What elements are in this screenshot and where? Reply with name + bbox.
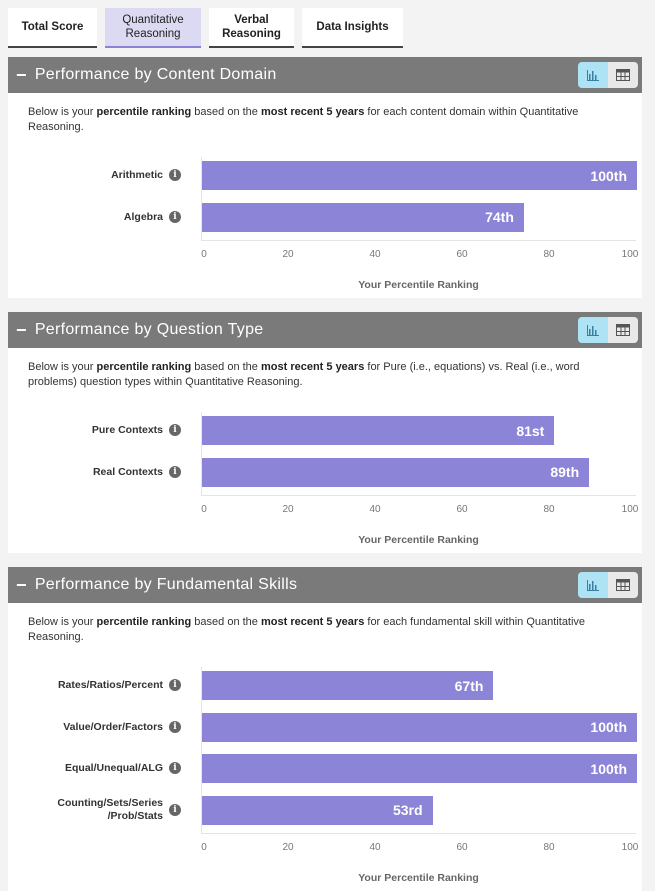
info-icon[interactable]: i [169, 465, 181, 478]
section-description: Below is your percentile ranking based o… [8, 348, 642, 402]
x-tick-label: 20 [282, 249, 294, 260]
info-icon[interactable]: i [169, 720, 181, 733]
x-tick-label: 60 [456, 249, 468, 260]
bar-chart-icon[interactable] [578, 317, 608, 343]
section-header: − Performance by Content Domain [8, 57, 642, 93]
x-tick-label: 0 [201, 249, 207, 260]
score-tabs: Total Score Quantitative Reasoning Verba… [8, 8, 403, 48]
section-description: Below is your percentile ranking based o… [8, 93, 642, 147]
x-tick-label: 80 [543, 842, 555, 853]
description-text: based on the [191, 616, 261, 628]
minus-icon[interactable]: − [16, 574, 27, 595]
tab-total-score[interactable]: Total Score [8, 8, 97, 48]
category-label: Value/Order/Factors [63, 720, 163, 733]
emphasis-text: most recent 5 years [260, 106, 365, 118]
x-tick-label: 0 [201, 504, 207, 515]
x-tick-label: 40 [369, 842, 381, 853]
x-axis-title: Your Percentile Ranking [358, 279, 479, 291]
tab-quantitative-reasoning[interactable]: Quantitative Reasoning [105, 8, 201, 48]
x-tick-label: 80 [543, 504, 555, 515]
section-title: − Performance by Fundamental Skills [16, 575, 297, 596]
tab-verbal-reasoning[interactable]: Verbal Reasoning [209, 8, 294, 48]
table-grid-icon[interactable] [608, 62, 638, 88]
x-tick-label: 40 [369, 249, 381, 260]
x-tick-label: 0 [201, 842, 207, 853]
chart-section: − Performance by Content Domain Below is y… [8, 57, 642, 298]
section-header: − Performance by Question Type [8, 312, 642, 348]
plot-area: 81st 89th [201, 412, 636, 496]
category-label: Real Contexts [92, 465, 163, 478]
bar[interactable]: 89th [202, 457, 590, 487]
info-icon[interactable]: i [169, 803, 181, 816]
emphasis-text: percentile ranking [96, 361, 192, 373]
description-text: Below is your [28, 361, 97, 373]
x-tick-label: 60 [456, 842, 468, 853]
table-grid-icon[interactable] [608, 317, 638, 343]
emphasis-text: percentile ranking [96, 616, 192, 628]
minus-icon[interactable]: − [16, 319, 27, 340]
bar[interactable]: 100th [202, 754, 637, 783]
info-icon[interactable]: i [169, 424, 181, 436]
description-text: based on the [191, 106, 261, 118]
description-text: based on the [191, 361, 261, 373]
info-icon[interactable]: i [169, 679, 181, 691]
x-tick-label: 100 [621, 504, 639, 515]
info-icon[interactable]: i [169, 210, 181, 223]
section-description: Below is your percentile ranking based o… [8, 603, 642, 657]
view-toggle [578, 317, 638, 343]
info-icon[interactable]: i [169, 762, 181, 774]
x-axis-title: Your Percentile Ranking [358, 872, 479, 884]
section-title-text: Performance by Content Domain [34, 66, 277, 83]
x-tick-label: 40 [369, 504, 381, 515]
emphasis-text: percentile ranking [96, 106, 192, 118]
view-toggle [578, 572, 638, 598]
x-tick-label: 100 [621, 842, 639, 853]
description-text: for each content domain within Quantitat… [28, 106, 579, 133]
category-label: Counting/Sets/Series /Prob/Stats [57, 797, 163, 822]
view-toggle [578, 62, 638, 88]
section-title: − Performance by Content Domain [16, 65, 277, 86]
plot-area: 100th 74th [201, 157, 637, 241]
bar[interactable]: 100th [202, 712, 637, 742]
emphasis-text: most recent 5 years [260, 616, 365, 628]
section-header: − Performance by Fundamental Skills [8, 567, 642, 603]
x-tick-label: 100 [621, 249, 639, 260]
minus-icon[interactable]: − [16, 64, 27, 85]
tab-data-insights[interactable]: Data Insights [302, 8, 403, 48]
bar[interactable]: 81st [202, 416, 555, 445]
bar[interactable]: 53rd [202, 795, 433, 825]
bar-chart-icon[interactable] [578, 62, 608, 88]
section-title-text: Performance by Fundamental Skills [34, 576, 298, 593]
category-label: Rates/Ratios/Percent [57, 679, 163, 691]
x-tick-label: 20 [282, 842, 294, 853]
chart-section: − Performance by Fundamental Skills Below … [8, 567, 642, 891]
info-icon[interactable]: i [169, 169, 181, 181]
category-label: Pure Contexts [91, 424, 163, 436]
section-title: − Performance by Question Type [16, 320, 263, 341]
x-axis-title: Your Percentile Ranking [358, 534, 479, 546]
x-tick-label: 20 [282, 504, 294, 515]
description-text: for Pure (i.e., equations) vs. Real (i.e… [28, 361, 580, 388]
description-text: Below is your [28, 106, 97, 118]
chart-section: − Performance by Question Type Below is yo… [8, 312, 642, 553]
x-tick-label: 60 [456, 504, 468, 515]
category-label: Arithmetic [111, 169, 163, 181]
description-text: for each fundamental skill within Quanti… [28, 616, 586, 643]
category-label: Algebra [123, 210, 163, 223]
section-title-text: Performance by Question Type [34, 321, 264, 338]
bar[interactable]: 100th [202, 161, 637, 190]
emphasis-text: most recent 5 years [260, 361, 365, 373]
bar[interactable]: 74th [202, 202, 524, 232]
plot-area: 67th 100th 100th 53rd [201, 667, 637, 834]
bar-chart-icon[interactable] [578, 572, 608, 598]
description-text: Below is your [28, 616, 97, 628]
x-tick-label: 80 [543, 249, 555, 260]
bar[interactable]: 67th [202, 671, 494, 700]
category-label: Equal/Unequal/ALG [64, 762, 163, 774]
table-grid-icon[interactable] [608, 572, 638, 598]
